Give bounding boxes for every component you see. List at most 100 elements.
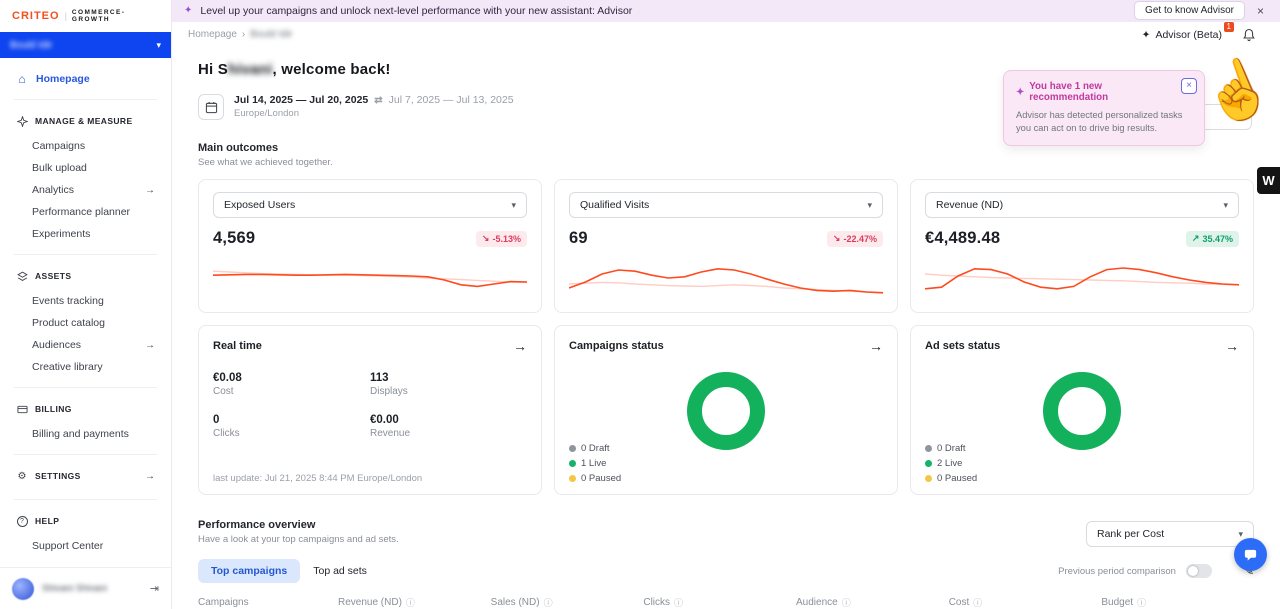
breadcrumb-home[interactable]: Homepage <box>188 29 237 41</box>
sidebar-item-analytics[interactable]: Analytics → <box>0 179 171 201</box>
bell-icon[interactable] <box>1242 28 1256 42</box>
collapse-sidebar-icon[interactable]: ⇥ <box>149 583 159 595</box>
popup-close-button[interactable]: × <box>1181 78 1197 94</box>
arrow-right-icon[interactable]: → <box>1225 338 1239 354</box>
get-to-know-advisor-button[interactable]: Get to know Advisor <box>1134 1 1245 21</box>
status-cards-row: Real time → €0.08 Cost 113 Displays <box>198 325 1254 495</box>
chevron-down-icon: ▾ <box>867 199 872 210</box>
divider <box>14 499 157 500</box>
delta-badge: ↗ 35.47% <box>1185 230 1239 247</box>
sidebar-item-performance-planner[interactable]: Performance planner <box>0 201 171 223</box>
toggle-knob <box>1187 566 1198 576</box>
live-dot <box>925 460 932 467</box>
legend-label: 0 Draft <box>937 443 966 454</box>
column-header-budget[interactable]: Budget ⓘ <box>1101 597 1147 608</box>
column-header-clicks[interactable]: Clicks ⓘ <box>643 597 684 608</box>
legend-label: 2 Live <box>937 458 963 469</box>
sidebar-item-product-catalog[interactable]: Product catalog <box>0 312 171 334</box>
sparkline-chart <box>569 254 883 298</box>
arrow-right-icon: → <box>145 184 155 196</box>
chevron-down-icon: ▾ <box>511 199 516 210</box>
arrow-right-icon[interactable]: → <box>513 338 527 354</box>
column-header-campaigns[interactable]: Campaigns <box>198 597 249 608</box>
swap-icon: ⇄ <box>374 94 383 106</box>
date-range-bar: Jul 14, 2025 — Jul 20, 2025 ⇄ Jul 7, 202… <box>198 94 1254 120</box>
info-icon: ⓘ <box>543 598 553 608</box>
column-header-audience[interactable]: Audience ⓘ <box>796 597 851 608</box>
sidebar-item-homepage[interactable]: ⌂ Homepage <box>0 68 171 90</box>
nav-item-label: Performance planner <box>32 206 131 218</box>
date-range[interactable]: Jul 14, 2025 — Jul 20, 2025 ⇄ Jul 7, 202… <box>234 94 514 119</box>
sidebar-item-campaigns[interactable]: Campaigns <box>0 135 171 157</box>
manage-measure-icon <box>16 115 28 127</box>
sidebar-item-audiences[interactable]: Audiences → <box>0 334 171 356</box>
column-header-revenue[interactable]: Revenue (ND) ⓘ <box>338 597 415 608</box>
column-header-sales[interactable]: Sales (ND) ⓘ <box>490 597 553 608</box>
close-icon[interactable]: × <box>1256 3 1264 18</box>
metric-card-exposed-users: Exposed Users ▾ 4,569 ↘ -5.13% <box>198 179 542 313</box>
paused-dot <box>925 475 932 482</box>
stat-label: Cost <box>213 386 234 397</box>
metric-select[interactable]: Revenue (ND) ▾ <box>925 192 1239 218</box>
sidebar-item-support-center[interactable]: Support Center <box>0 535 171 557</box>
account-selector[interactable]: Bould Idir ▾ <box>0 32 171 58</box>
breadcrumb: Homepage › Bould Idir <box>188 29 293 40</box>
legend-item-draft: 0 Draft <box>925 443 977 454</box>
sidebar-item-events-tracking[interactable]: Events tracking <box>0 290 171 312</box>
w-extension-button[interactable]: W <box>1257 167 1280 194</box>
popup-body: Advisor has detected personalized tasks … <box>1016 110 1183 133</box>
legend-item-paused: 0 Paused <box>569 473 621 484</box>
calendar-icon[interactable] <box>198 94 224 120</box>
sidebar-item-experiments[interactable]: Experiments <box>0 223 171 245</box>
nav-item-label: Billing and payments <box>32 428 129 440</box>
metric-select[interactable]: Qualified Visits ▾ <box>569 192 883 218</box>
greeting-suffix: , welcome back! <box>272 61 391 78</box>
performance-tabs: Top campaigns Top ad sets Previous perio… <box>198 559 1254 583</box>
sidebar-nav: ⌂ Homepage MANAGE & MEASURE Campaigns Bu… <box>0 58 171 609</box>
sidebar-item-creative-library[interactable]: Creative library <box>0 356 171 378</box>
advisor-beta-button[interactable]: ✦ Advisor (Beta) 1 <box>1142 20 1235 41</box>
rank-per-dropdown[interactable]: Rank per Cost ▾ <box>1086 521 1254 547</box>
arrow-right-icon[interactable]: → <box>869 338 883 354</box>
tab-top-campaigns[interactable]: Top campaigns <box>198 559 301 583</box>
delta-value: -22.47% <box>843 233 877 244</box>
live-dot <box>569 460 576 467</box>
section-label: SETTINGS <box>35 471 81 481</box>
edit-pencil-icon[interactable]: ✎ <box>1243 564 1254 578</box>
info-icon: ⓘ <box>973 598 983 608</box>
realtime-stat-cost: €0.08 Cost <box>213 372 370 397</box>
chat-launcher-button[interactable] <box>1234 538 1267 571</box>
sidebar-section-settings[interactable]: ⚙ SETTINGS → <box>0 466 171 486</box>
nav-item-label: Creative library <box>32 361 103 373</box>
last-update-label: last update: Jul 21, 2025 8:44 PM Europe… <box>213 473 423 484</box>
stat-value: 113 <box>370 372 389 384</box>
metric-select-value: Revenue (ND) <box>936 199 1004 211</box>
outcomes-subtitle: See what we achieved together. <box>198 157 333 168</box>
nav-item-label: Bulk upload <box>32 162 87 174</box>
sidebar-item-bulk-upload[interactable]: Bulk upload <box>0 157 171 179</box>
metric-select[interactable]: Exposed Users ▾ <box>213 192 527 218</box>
delta-badge: ↘ -22.47% <box>826 230 883 247</box>
column-header-cost[interactable]: Cost ⓘ <box>948 597 983 608</box>
nav-item-label: Events tracking <box>32 295 104 307</box>
trend-up-icon: ↗ <box>1191 233 1200 243</box>
comparison-toggle[interactable] <box>1185 564 1212 578</box>
performance-title: Performance overview <box>198 519 316 531</box>
tab-top-ad-sets[interactable]: Top ad sets <box>313 565 367 577</box>
legend-label: 1 Live <box>581 458 607 469</box>
content: Hi Shivani, welcome back! Jul 14, 2025 —… <box>172 48 1280 609</box>
delta-value: 35.47% <box>1202 233 1233 244</box>
nav-item-label: Support Center <box>32 540 104 552</box>
sidebar-item-billing-and-payments[interactable]: Billing and payments <box>0 423 171 445</box>
topbar-right: ✦ Advisor (Beta) 1 <box>1142 20 1264 42</box>
arrow-right-icon: → <box>145 470 155 482</box>
nav-item-label: Experiments <box>32 228 91 240</box>
outcomes-title: Main outcomes <box>198 142 279 154</box>
compare-range-value: Jul 7, 2025 — Jul 13, 2025 <box>388 94 514 106</box>
card-title: Campaigns status <box>569 340 664 352</box>
topbar: Homepage › Bould Idir ✦ Advisor (Beta) 1 <box>172 20 1280 48</box>
sidebar-user[interactable]: Shivani Shivani ⇥ <box>0 567 171 609</box>
advisor-banner: ✦ Level up your campaigns and unlock nex… <box>172 0 1280 22</box>
campaigns-legend: 0 Draft 1 Live 0 Paused <box>569 443 621 484</box>
info-icon: ⓘ <box>1137 598 1147 608</box>
